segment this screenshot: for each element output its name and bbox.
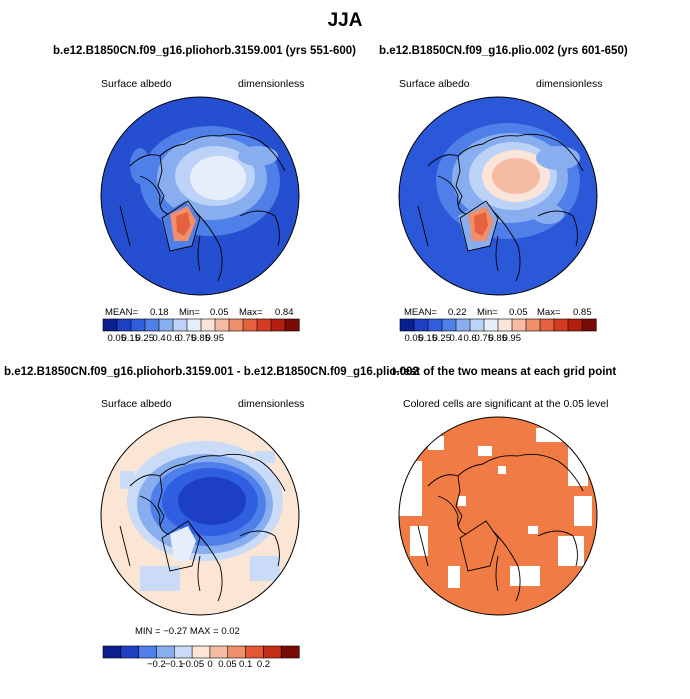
panel2-min-label: Min= <box>477 307 498 318</box>
panel3-units-label: dimensionless <box>238 398 305 410</box>
panel3-colorbar-swatch <box>245 645 264 659</box>
panel1-variable-label: Surface albedo <box>101 78 172 90</box>
panel2-max-label: Max= <box>537 307 561 318</box>
panel2-colorbar-swatch <box>413 318 429 332</box>
panel2-colorbar-swatch <box>567 318 583 332</box>
panel3-title: b.e12.B1850CN.f09_g16.pliohorb.3159.001 … <box>4 366 419 378</box>
panel3-polar-map <box>100 416 300 616</box>
panel2-colorbar <box>399 318 597 332</box>
colorbar-tick-label: 0.05 <box>218 659 237 670</box>
panel1-colorbar-swatch <box>158 318 174 332</box>
panel2-mean-label: MEAN= <box>404 307 437 318</box>
panel2-colorbar-swatch <box>399 318 415 332</box>
colorbar-tick-label: 0.6 <box>463 333 477 344</box>
panel2-colorbar-swatch <box>497 318 513 332</box>
panel1-colorbar-swatch <box>228 318 244 332</box>
colorbar-tick-label: 0.05 <box>404 333 424 344</box>
panel1-min-value: 0.05 <box>210 307 229 318</box>
panel3-colorbar-swatch <box>138 645 158 659</box>
panel4-subtitle: Colored cells are significant at the 0.0… <box>403 398 609 410</box>
colorbar-tick-label: 0.05 <box>107 333 127 344</box>
panel3-colorbar-swatch <box>263 645 282 659</box>
colorbar-tick-label: 0.4 <box>152 333 166 344</box>
colorbar-tick-label: 0.75 <box>177 333 197 344</box>
figure-title: JJA <box>327 10 363 31</box>
panel1-units-label: dimensionless <box>238 78 305 90</box>
panel2-mean-value: 0.22 <box>448 307 467 318</box>
panel1-colorbar <box>102 318 300 332</box>
colorbar-tick-label: 0 <box>207 659 213 670</box>
colorbar-tick-label: 0.25 <box>135 333 155 344</box>
panel1-colorbar-swatch <box>270 318 286 332</box>
panel1-colorbar-swatch <box>256 318 272 332</box>
colorbar-tick-label: 0.85 <box>488 333 508 344</box>
panel1-colorbar-swatch <box>116 318 132 332</box>
panel1-colorbar-swatch <box>200 318 216 332</box>
panel3-colorbar <box>102 645 300 659</box>
colorbar-tick-label: 0.75 <box>474 333 494 344</box>
panel2-colorbar-swatch <box>581 318 597 332</box>
panel3-colorbar-swatch <box>173 645 193 659</box>
panel1-colorbar-swatch <box>242 318 258 332</box>
panel2-min-value: 0.05 <box>509 307 528 318</box>
panel2-title: b.e12.B1850CN.f09_g16.plio.002 (yrs 601-… <box>379 45 628 57</box>
panel3-colorbar-swatch <box>156 645 175 659</box>
panel1-colorbar-swatch <box>102 318 118 332</box>
panel2-colorbar-swatch <box>525 318 541 332</box>
colorbar-tick-label: 0.6 <box>166 333 180 344</box>
panel1-mean-value: 0.18 <box>150 307 169 318</box>
panel3-colorbar-swatch <box>120 645 140 659</box>
panel1-colorbar-ticks: 0.05 0.15 0.25 0.4 0.6 0.75 0.85 0.95 <box>103 333 299 345</box>
panel3-colorbar-ticks: −0.2 −0.1 −0.05 0 0.05 0.1 0.2 <box>103 659 299 671</box>
panel1-polar-map <box>100 96 300 296</box>
panel2-units-label: dimensionless <box>536 78 603 90</box>
colorbar-tick-label: 0.85 <box>191 333 211 344</box>
panel2-colorbar-swatch <box>469 318 485 332</box>
panel3-min-max-stats: MIN = −0.27 MAX = 0.02 <box>135 626 240 637</box>
panel3-colorbar-swatch <box>209 645 229 659</box>
panel1-colorbar-swatch <box>144 318 160 332</box>
panel4-title: t-test of the two means at each grid poi… <box>392 366 617 378</box>
panel2-colorbar-swatch <box>553 318 569 332</box>
colorbar-tick-label: 0.4 <box>449 333 463 344</box>
colorbar-tick-label: 0.15 <box>418 333 438 344</box>
panel2-colorbar-swatch <box>441 318 457 332</box>
panel3-colorbar-swatch <box>191 645 211 659</box>
panel1-max-value: 0.84 <box>275 307 294 318</box>
panel3-variable-label: Surface albedo <box>101 398 172 410</box>
colorbar-tick-label: 0.2 <box>256 659 271 670</box>
panel2-variable-label: Surface albedo <box>399 78 470 90</box>
panel1-min-label: Min= <box>179 307 200 318</box>
panel2-max-value: 0.85 <box>573 307 592 318</box>
panel2-colorbar-swatch <box>427 318 443 332</box>
panel1-mean-label: MEAN= <box>105 307 138 318</box>
colorbar-tick-label: 0.95 <box>502 333 522 344</box>
colorbar-tick-label: −0.1 <box>164 659 184 670</box>
panel1-colorbar-swatch <box>284 318 300 332</box>
colorbar-tick-label: 0.25 <box>432 333 452 344</box>
panel2-colorbar-swatch <box>511 318 527 332</box>
panel2-colorbar-swatch <box>455 318 471 332</box>
panel2-colorbar-swatch <box>539 318 555 332</box>
colorbar-tick-label: 0.95 <box>205 333 225 344</box>
panel1-colorbar-swatch <box>172 318 188 332</box>
panel2-polar-map <box>398 96 598 296</box>
colorbar-tick-label: 0.15 <box>121 333 141 344</box>
panel3-colorbar-swatch <box>280 645 300 659</box>
colorbar-tick-label: 0.1 <box>239 659 253 670</box>
colorbar-tick-label: −0.05 <box>180 659 205 670</box>
panel3-colorbar-swatch <box>227 645 247 659</box>
panel2-colorbar-swatch <box>483 318 499 332</box>
panel1-colorbar-swatch <box>214 318 230 332</box>
colorbar-tick-label: −0.2 <box>146 659 166 670</box>
panel1-colorbar-swatch <box>130 318 146 332</box>
panel1-max-label: Max= <box>239 307 263 318</box>
panel4-polar-map <box>398 416 598 616</box>
panel3-colorbar-swatch <box>102 645 122 659</box>
panel1-title: b.e12.B1850CN.f09_g16.pliohorb.3159.001 … <box>53 45 356 57</box>
panel2-colorbar-ticks: 0.05 0.15 0.25 0.4 0.6 0.75 0.85 0.95 <box>400 333 596 345</box>
panel1-colorbar-swatch <box>186 318 202 332</box>
